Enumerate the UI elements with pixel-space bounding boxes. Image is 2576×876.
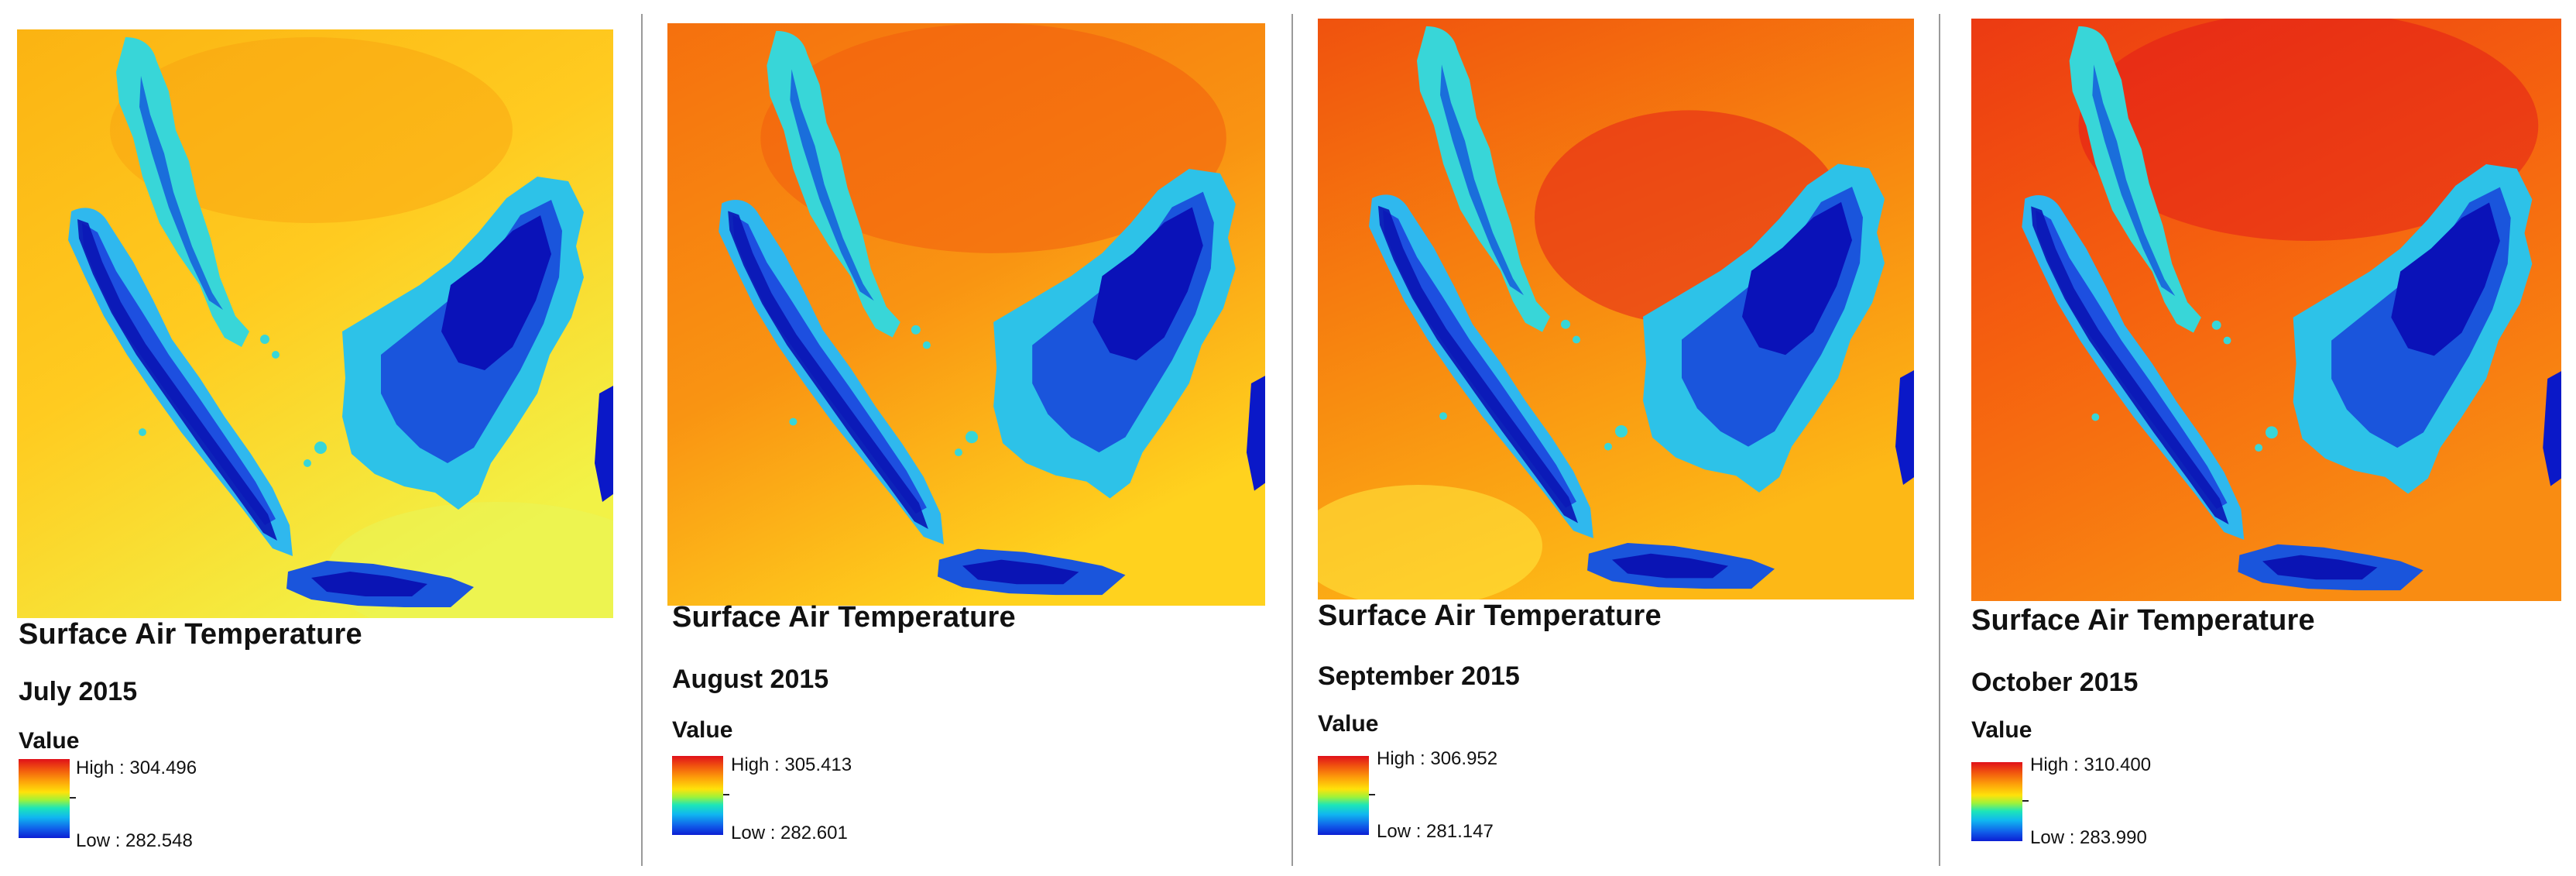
- legend-value-label: Value: [1318, 711, 1379, 737]
- legend-color-ramp: [1318, 756, 1375, 835]
- map-title: Surface Air Temperature: [1971, 604, 2315, 637]
- temperature-map: [1318, 19, 1914, 599]
- legend-high-value: High : 306.952: [1377, 748, 1498, 769]
- legend-color-ramp: [1971, 762, 2029, 841]
- map-panel-october: Surface Air Temperature October 2015 Val…: [1948, 0, 2576, 876]
- legend-low-value: Low : 283.990: [2030, 827, 2147, 848]
- map-panel-july: Surface Air Temperature July 2015 Value …: [0, 0, 641, 876]
- temperature-map: [1971, 19, 2561, 601]
- panel-separator: [1939, 14, 1940, 866]
- temperature-map: [667, 23, 1265, 606]
- legend-tick: [70, 797, 76, 799]
- legend-value-label: Value: [19, 728, 80, 754]
- temperature-map: [17, 29, 613, 618]
- legend-tick: [1369, 794, 1375, 795]
- legend-value-label: Value: [1971, 717, 2032, 743]
- legend-tick: [2022, 800, 2029, 802]
- map-panel-august: Surface Air Temperature August 2015 Valu…: [650, 0, 1290, 876]
- map-period: July 2015: [19, 677, 138, 706]
- legend-value-label: Value: [672, 717, 733, 743]
- legend-high-value: High : 310.400: [2030, 754, 2152, 775]
- map-period: October 2015: [1971, 668, 2139, 697]
- map-panel-september: Surface Air Temperature September 2015 V…: [1301, 0, 1937, 876]
- map-period: August 2015: [672, 665, 829, 694]
- legend-low-value: Low : 281.147: [1377, 821, 1494, 842]
- panel-separator: [641, 14, 643, 866]
- legend-high-value: High : 305.413: [731, 754, 852, 775]
- legend-high-value: High : 304.496: [76, 757, 197, 778]
- map-title: Surface Air Temperature: [672, 601, 1016, 634]
- panel-separator: [1291, 14, 1293, 866]
- legend-low-value: Low : 282.548: [76, 830, 193, 851]
- map-title: Surface Air Temperature: [19, 618, 362, 651]
- legend-color-ramp: [19, 759, 76, 838]
- legend-tick: [723, 794, 729, 795]
- legend-color-ramp: [672, 756, 729, 835]
- legend-low-value: Low : 282.601: [731, 823, 848, 843]
- map-period: September 2015: [1318, 661, 1520, 691]
- map-title: Surface Air Temperature: [1318, 599, 1662, 632]
